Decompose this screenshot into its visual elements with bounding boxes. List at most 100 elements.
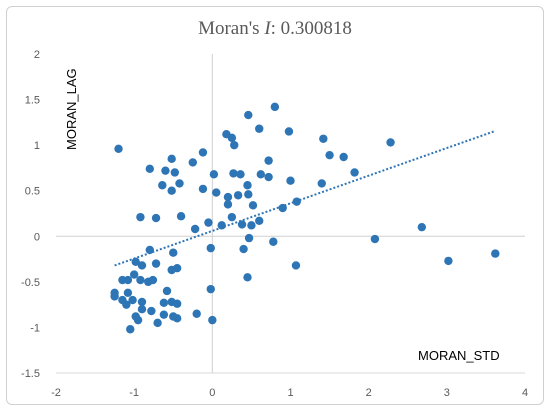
data-point xyxy=(145,245,154,255)
data-points xyxy=(110,102,500,334)
data-point xyxy=(151,213,161,223)
data-point xyxy=(223,192,233,202)
data-point xyxy=(206,284,215,294)
data-point xyxy=(417,222,427,232)
data-point xyxy=(159,310,169,319)
data-point xyxy=(244,233,254,243)
data-point xyxy=(136,275,145,285)
data-point xyxy=(206,243,215,253)
x-tick-label: -1 xyxy=(129,387,139,399)
y-tick-label: -1 xyxy=(30,322,40,334)
data-point xyxy=(198,148,208,157)
data-point xyxy=(350,168,359,177)
data-point xyxy=(147,306,156,316)
data-point xyxy=(247,221,256,230)
data-point xyxy=(243,181,252,190)
chart-title: Moran's I: 0.300818 xyxy=(0,18,550,40)
data-point xyxy=(151,259,161,268)
data-point xyxy=(284,127,294,136)
data-point xyxy=(212,188,221,197)
data-point xyxy=(317,179,326,188)
data-point xyxy=(244,190,253,199)
data-point xyxy=(278,203,287,213)
data-point xyxy=(170,168,180,177)
data-point xyxy=(237,220,247,229)
data-point xyxy=(159,298,169,308)
data-point xyxy=(137,297,147,307)
data-point xyxy=(370,234,380,244)
x-tick-labels: -2 -1 0 1 2 3 4 xyxy=(51,387,528,399)
data-point xyxy=(264,156,273,165)
data-point xyxy=(172,263,182,273)
data-point xyxy=(244,110,253,120)
data-point xyxy=(236,170,245,179)
data-point xyxy=(255,124,264,133)
data-point xyxy=(188,158,197,167)
data-point xyxy=(255,216,264,225)
y-tick-label: 0.5 xyxy=(25,186,40,198)
data-point xyxy=(233,191,243,200)
data-point xyxy=(137,305,147,314)
data-point xyxy=(223,200,233,209)
data-point xyxy=(319,134,328,143)
data-point xyxy=(126,325,135,334)
data-point xyxy=(110,292,119,301)
data-point xyxy=(248,201,258,210)
x-tick-label: 2 xyxy=(366,387,372,399)
data-point xyxy=(217,221,226,230)
data-point xyxy=(339,152,348,162)
data-point xyxy=(175,179,184,188)
y-axis-label: MORAN_LAG xyxy=(64,68,79,150)
data-point xyxy=(128,295,137,305)
data-point xyxy=(208,315,217,325)
trendline xyxy=(114,130,495,267)
chart-title-value: : 0.300818 xyxy=(270,18,352,39)
data-point xyxy=(169,248,178,257)
data-point xyxy=(269,237,278,246)
data-point xyxy=(172,314,182,323)
data-point xyxy=(145,164,154,174)
data-point xyxy=(123,288,133,297)
data-point xyxy=(270,102,280,112)
y-tick-label: -1.5 xyxy=(21,368,40,380)
x-tick-label: 0 xyxy=(209,387,215,399)
y-tick-label: 0 xyxy=(34,231,40,243)
data-point xyxy=(292,197,301,206)
data-point xyxy=(192,309,201,318)
data-point xyxy=(239,244,248,254)
y-tick-label: 1 xyxy=(34,140,40,152)
chart-title-stat: I xyxy=(264,18,271,39)
data-point xyxy=(123,275,133,285)
data-point xyxy=(204,218,213,227)
data-point xyxy=(137,261,147,270)
chart-frame xyxy=(6,6,544,405)
data-point xyxy=(153,318,162,328)
data-point xyxy=(129,270,139,279)
data-point xyxy=(161,166,170,175)
data-point xyxy=(148,275,158,285)
data-point xyxy=(444,256,453,266)
data-point xyxy=(264,172,273,182)
y-tick-labels: -1.5 -1 -0.5 0 0.5 1 1.5 2 xyxy=(21,49,40,380)
axes xyxy=(56,54,525,374)
trendline-path xyxy=(114,130,495,267)
y-tick-label: 1.5 xyxy=(25,95,40,107)
data-point xyxy=(325,150,334,160)
data-point xyxy=(227,212,237,222)
data-point xyxy=(114,144,123,153)
data-point xyxy=(227,133,237,143)
data-point xyxy=(118,295,127,305)
data-point xyxy=(162,286,172,296)
data-point xyxy=(230,140,239,150)
data-point xyxy=(209,170,219,179)
data-point xyxy=(229,169,238,178)
x-tick-label: 4 xyxy=(522,387,528,399)
data-point xyxy=(256,170,265,179)
data-point xyxy=(291,261,301,270)
x-tick-label: 1 xyxy=(287,387,293,399)
data-point xyxy=(491,249,500,258)
data-point xyxy=(133,315,143,325)
data-point xyxy=(167,186,176,195)
data-point xyxy=(190,224,200,234)
y-tick-label: -0.5 xyxy=(21,277,40,289)
